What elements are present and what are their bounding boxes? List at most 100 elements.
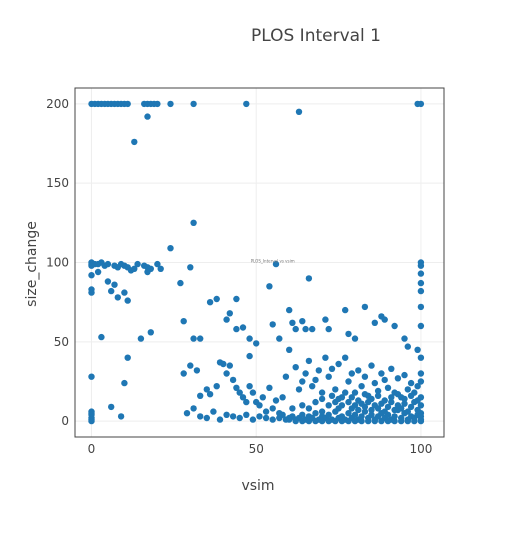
scatter-point xyxy=(124,297,131,304)
scatter-point xyxy=(345,410,352,417)
scatter-point xyxy=(210,408,217,415)
scatter-point xyxy=(187,362,194,369)
scatter-point xyxy=(407,392,415,399)
scatter-point xyxy=(226,310,233,317)
scatter-point xyxy=(394,375,402,382)
scatter-point xyxy=(318,417,326,425)
scatter-point xyxy=(88,410,95,417)
y-axis-label: size_change xyxy=(24,221,40,307)
scatter-point xyxy=(401,395,408,403)
scatter-point xyxy=(292,364,299,371)
scatter-point xyxy=(144,113,151,120)
scatter-point xyxy=(417,417,425,425)
scatter-point xyxy=(312,398,319,406)
scatter-point xyxy=(229,376,237,384)
y-tick-label: 100 xyxy=(46,256,69,270)
scatter-point xyxy=(417,370,425,377)
scatter-point xyxy=(220,360,227,368)
scatter-point xyxy=(414,397,421,404)
scatter-point xyxy=(378,417,385,425)
scatter-point xyxy=(328,365,336,372)
points-layer xyxy=(88,100,425,425)
scatter-point xyxy=(272,397,280,404)
scatter-point xyxy=(355,397,362,404)
scatter-point xyxy=(104,260,112,268)
scatter-point xyxy=(358,417,365,425)
scatter-point xyxy=(315,367,322,374)
scatter-point xyxy=(384,403,392,411)
scatter-point xyxy=(299,411,306,418)
scatter-point xyxy=(318,408,326,415)
scatter-point xyxy=(177,279,184,287)
scatter-point xyxy=(197,392,204,399)
scatter-point xyxy=(299,402,306,409)
scatter-point xyxy=(266,384,273,391)
scatter-point xyxy=(417,354,425,361)
scatter-point xyxy=(279,411,286,418)
scatter-point xyxy=(355,406,362,414)
scatter-point xyxy=(342,354,349,361)
scatter-point xyxy=(206,299,214,306)
scatter-point xyxy=(286,416,293,423)
scatter-point xyxy=(325,411,332,418)
scatter-point xyxy=(417,279,425,287)
scatter-point xyxy=(256,402,263,409)
scatter-point xyxy=(309,383,316,390)
scatter-point xyxy=(309,325,316,333)
scatter-point xyxy=(407,403,415,411)
scatter-point xyxy=(381,376,388,384)
scatter-point xyxy=(246,352,253,360)
scatter-point xyxy=(342,306,349,314)
y-ticks: 0 50 100 150 200 xyxy=(46,97,69,428)
scatter-point xyxy=(213,383,220,390)
scatter-point xyxy=(249,389,257,396)
scatter-point xyxy=(325,402,332,409)
scatter-point xyxy=(94,268,102,276)
x-ticks: 0 50 100 xyxy=(88,442,433,456)
scatter-point xyxy=(384,384,392,391)
scatter-point xyxy=(299,417,306,425)
scatter-point xyxy=(299,378,306,385)
scatter-point xyxy=(121,379,128,387)
scatter-point xyxy=(302,325,309,333)
plot-frame xyxy=(74,87,445,438)
scatter-point xyxy=(108,403,115,411)
scatter-point xyxy=(312,376,319,384)
scatter-point xyxy=(414,346,421,353)
scatter-point xyxy=(312,417,319,425)
scatter-point xyxy=(338,402,346,409)
scatter-point xyxy=(197,413,204,420)
scatter-point xyxy=(193,367,201,374)
scatter-point xyxy=(223,316,230,323)
scatter-point xyxy=(190,335,197,342)
scatter-point xyxy=(414,383,421,390)
scatter-point xyxy=(345,330,352,338)
scatter-point xyxy=(305,357,313,365)
scatter-point xyxy=(305,417,313,425)
scatter-point xyxy=(299,318,306,325)
scatter-point xyxy=(374,392,382,399)
scatter-point xyxy=(368,406,375,414)
scatter-point xyxy=(134,260,141,268)
scatter-point xyxy=(345,417,352,425)
y-tick-label: 150 xyxy=(46,176,69,190)
scatter-point xyxy=(404,386,411,393)
scatter-point xyxy=(131,138,138,146)
scatter-point xyxy=(411,417,418,425)
scatter-point xyxy=(157,265,164,272)
scatter-point xyxy=(286,306,293,314)
scatter-point xyxy=(239,394,247,401)
scatter-point xyxy=(233,384,240,391)
scatter-point xyxy=(88,289,95,296)
scatter-point xyxy=(404,417,411,425)
scatter-point xyxy=(417,262,425,269)
scatter-point xyxy=(361,373,369,380)
scatter-point xyxy=(213,295,220,303)
scatter-point xyxy=(190,100,197,108)
scatter-point xyxy=(180,370,187,377)
y-tick-label: 200 xyxy=(46,97,69,111)
scatter-point xyxy=(292,417,299,425)
scatter-point xyxy=(305,275,313,282)
scatter-point xyxy=(417,322,425,330)
